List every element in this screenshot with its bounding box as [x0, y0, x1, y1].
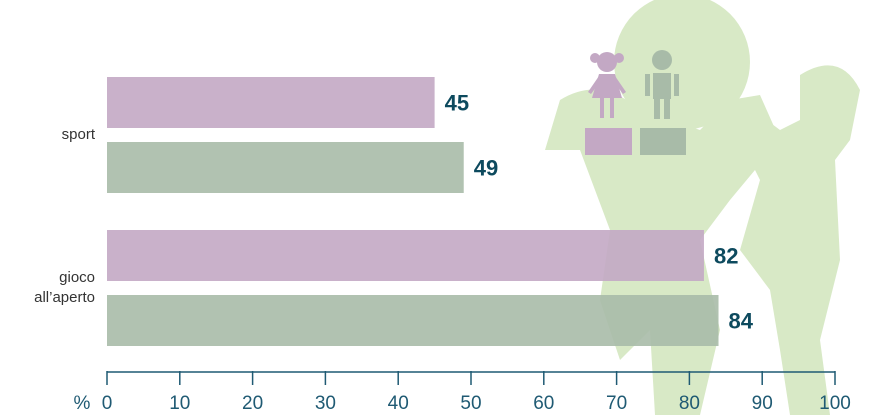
- legend-swatch: [640, 128, 686, 155]
- bar: [107, 142, 464, 193]
- category-label: sport: [62, 126, 96, 143]
- x-tick-label: 0: [102, 393, 113, 414]
- value-label: 84: [729, 308, 754, 333]
- value-label: 49: [474, 155, 498, 180]
- x-tick-label: 10: [169, 393, 190, 414]
- x-tick-label: 80: [679, 393, 700, 414]
- x-tick-label: 20: [242, 393, 263, 414]
- x-tick-label: 70: [606, 393, 627, 414]
- x-tick-label: 100: [819, 393, 851, 414]
- x-tick-label: 60: [533, 393, 554, 414]
- background-illustration: [545, 0, 860, 415]
- chart: % 0 10 20 30 40 50 60 70 80 90 100 45 49 sport 82 84 gio…: [0, 0, 872, 415]
- bar: [107, 230, 704, 281]
- x-tick-label: 90: [752, 393, 773, 414]
- x-tick-label: 40: [388, 393, 409, 414]
- x-tick-label: 50: [460, 393, 481, 414]
- legend-swatch: [585, 128, 632, 155]
- value-label: 82: [714, 243, 738, 268]
- bar: [107, 77, 435, 128]
- x-axis-label: %: [74, 393, 91, 414]
- value-label: 45: [445, 90, 469, 115]
- bar: [107, 295, 719, 346]
- x-tick-label: 30: [315, 393, 336, 414]
